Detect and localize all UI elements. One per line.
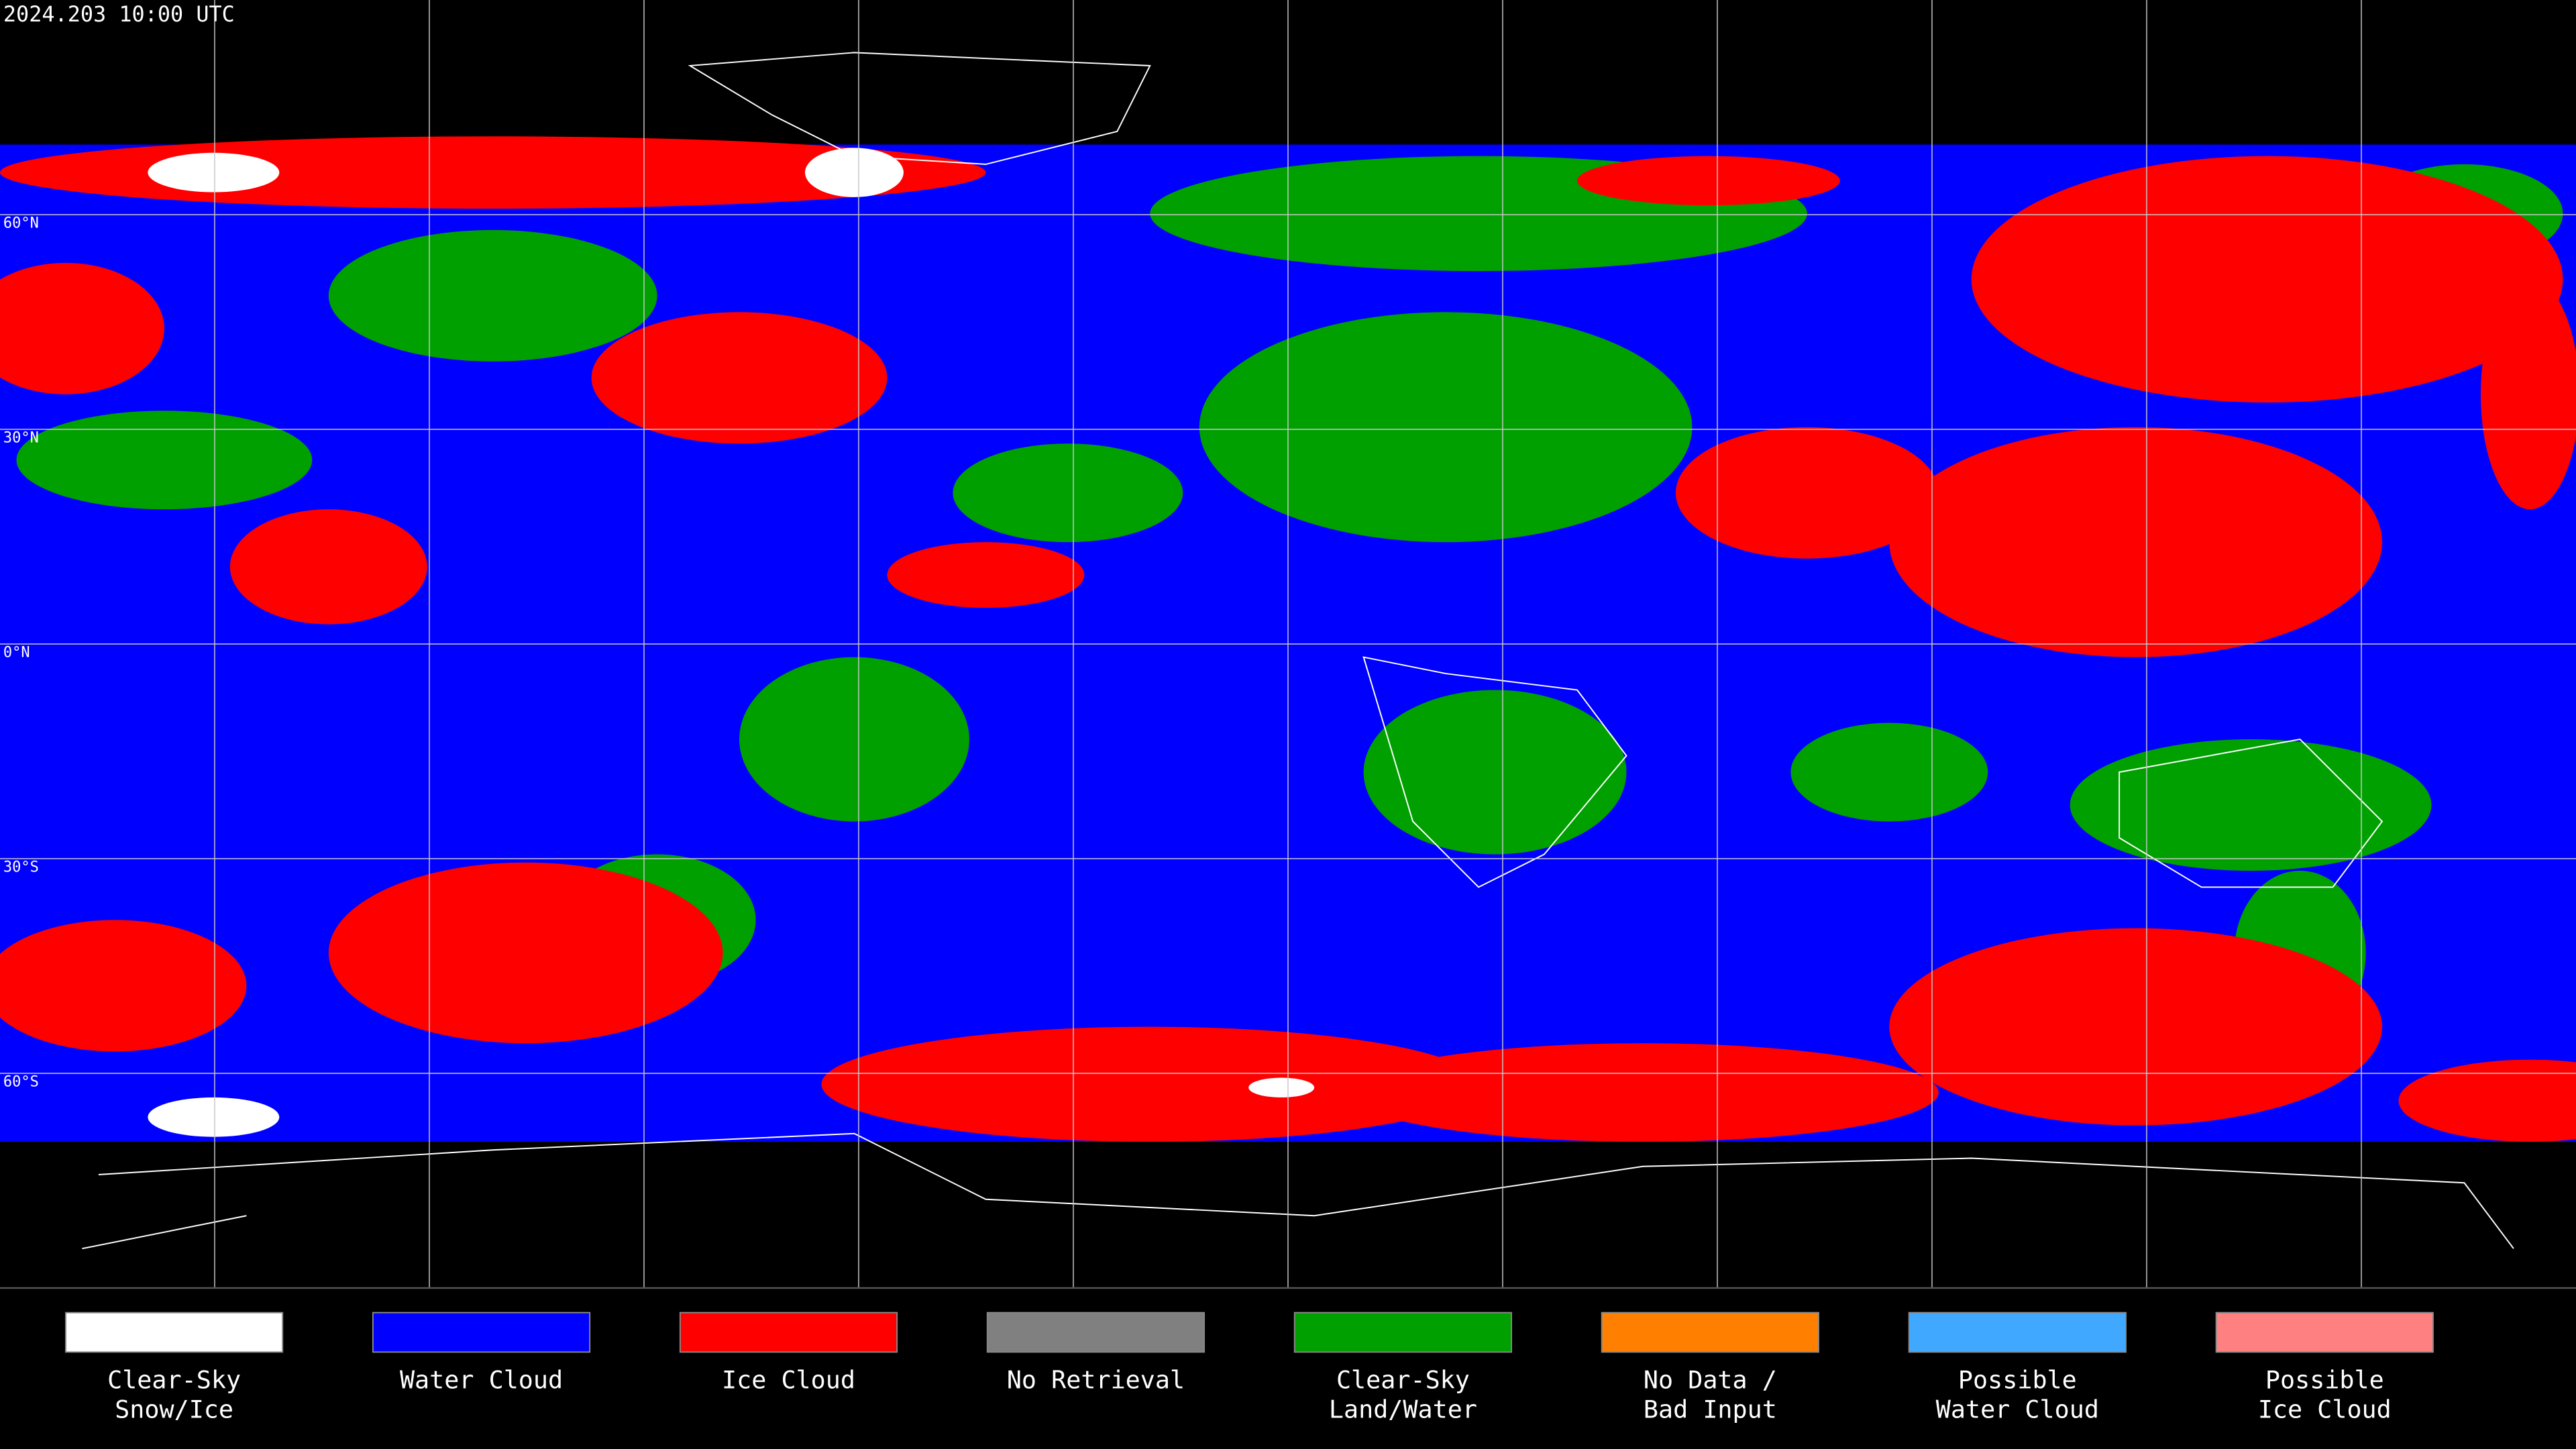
timestamp: 2024.203 10:00 UTC bbox=[3, 1, 235, 27]
legend-label: Possible bbox=[2265, 1365, 2384, 1394]
legend-label: No Retrieval bbox=[1007, 1365, 1185, 1394]
region bbox=[1199, 312, 1693, 543]
legend-label: Possible bbox=[1958, 1365, 2077, 1394]
region bbox=[0, 920, 247, 1052]
region bbox=[1889, 427, 2383, 657]
australia-outline bbox=[2118, 738, 2383, 888]
legend-swatch bbox=[64, 1311, 284, 1353]
region bbox=[229, 509, 427, 625]
region bbox=[2070, 739, 2432, 871]
legend-label: Clear-Sky bbox=[107, 1365, 241, 1394]
legend-label: Ice Cloud bbox=[2258, 1395, 2392, 1424]
region bbox=[805, 148, 904, 197]
region bbox=[1971, 156, 2563, 402]
region bbox=[148, 152, 280, 193]
legend-swatch bbox=[372, 1311, 591, 1353]
region bbox=[1889, 928, 2383, 1126]
region bbox=[1363, 690, 1627, 855]
region bbox=[2480, 279, 2576, 510]
legend-label: Water Cloud bbox=[400, 1365, 563, 1394]
region bbox=[328, 229, 657, 362]
latitude-label: 60°N bbox=[3, 215, 39, 232]
region bbox=[328, 862, 723, 1044]
legend-swatch bbox=[1908, 1311, 2127, 1353]
region bbox=[953, 443, 1183, 543]
region bbox=[0, 262, 164, 394]
legend-swatch bbox=[986, 1311, 1205, 1353]
region bbox=[148, 1097, 280, 1137]
region bbox=[821, 1026, 1479, 1142]
region bbox=[16, 411, 313, 510]
ice-cloud-areas bbox=[0, 136, 2576, 1142]
legend-label: Land/Water bbox=[1329, 1395, 1477, 1424]
legend-swatch bbox=[1601, 1311, 1819, 1353]
region bbox=[2398, 1059, 2576, 1142]
coastlines bbox=[82, 52, 2514, 1250]
legend-label: Bad Input bbox=[1644, 1395, 1777, 1424]
greenland-outline bbox=[688, 52, 1151, 165]
region bbox=[1248, 1077, 1315, 1097]
region bbox=[1347, 1043, 1939, 1142]
latitude-label: 0°N bbox=[3, 645, 30, 661]
region bbox=[739, 657, 969, 822]
latitude-labels: 60°N 30°N 0°N 30°S 60°S bbox=[3, 215, 39, 1091]
legend-label: No Data / bbox=[1644, 1365, 1777, 1394]
region bbox=[887, 542, 1085, 608]
legend-swatch bbox=[1293, 1311, 1513, 1353]
clear-sky-land-areas bbox=[16, 156, 2563, 1035]
latitude-label: 60°S bbox=[3, 1074, 39, 1091]
legend-label: Clear-Sky bbox=[1336, 1365, 1470, 1394]
region bbox=[0, 136, 986, 209]
legend-swatch bbox=[2215, 1311, 2434, 1353]
africa-outline bbox=[1362, 656, 1627, 888]
region bbox=[1790, 722, 1988, 822]
latitude-label: 30°S bbox=[3, 859, 39, 876]
legend-label: Ice Cloud bbox=[722, 1365, 855, 1394]
region bbox=[591, 312, 888, 444]
latitude-label: 30°N bbox=[3, 430, 39, 447]
region bbox=[1577, 156, 1840, 206]
antarctica-outline bbox=[82, 1132, 2514, 1250]
legend-swatch bbox=[679, 1311, 898, 1353]
legend-label: Snow/Ice bbox=[115, 1395, 233, 1424]
snow-ice-areas bbox=[148, 148, 1315, 1137]
graticule bbox=[0, 0, 2576, 1288]
region bbox=[1675, 427, 1939, 559]
legend-label: Water Cloud bbox=[1936, 1395, 2099, 1424]
